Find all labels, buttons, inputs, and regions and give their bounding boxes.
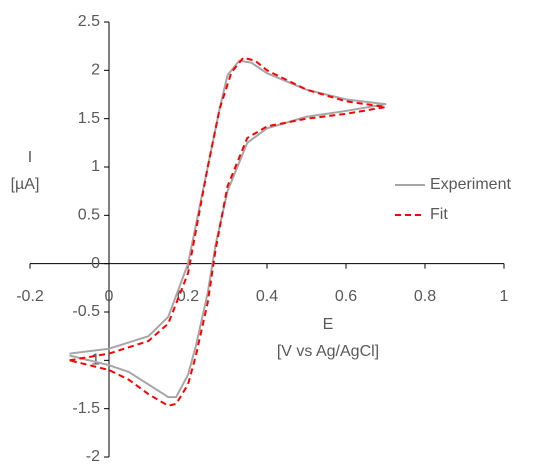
x-tick-label: -0.2	[16, 288, 44, 305]
y-tick-label: 1.5	[78, 110, 100, 127]
y-tick-label: -1.5	[72, 400, 100, 417]
y-tick-label: 2.5	[78, 13, 100, 30]
legend-label: Experiment	[430, 176, 511, 193]
x-tick-label: 0.4	[256, 288, 278, 305]
y-tick-label: -1	[86, 352, 100, 369]
series-line	[69, 59, 387, 399]
y-tick-label: 0.5	[78, 207, 100, 224]
y-axis-unit: [µA]	[11, 176, 40, 193]
x-tick-label: 0.2	[177, 288, 199, 305]
x-tick-label: 0	[105, 288, 114, 305]
x-tick-label: 1	[500, 288, 509, 305]
y-axis-title: I	[28, 149, 32, 166]
x-axis-title: E	[323, 316, 334, 333]
series-line	[69, 56, 387, 407]
y-tick-label: -0.5	[72, 303, 100, 320]
x-tick-label: 0.6	[335, 288, 357, 305]
y-tick-label: 2	[91, 62, 100, 79]
y-tick-label: 0	[91, 255, 100, 272]
x-axis-unit: [V vs Ag/AgCl]	[277, 343, 379, 360]
legend-label: Fit	[430, 206, 448, 223]
x-tick-label: 0.8	[414, 288, 436, 305]
y-tick-label: 1	[91, 158, 100, 175]
y-tick-label: -2	[86, 448, 100, 465]
